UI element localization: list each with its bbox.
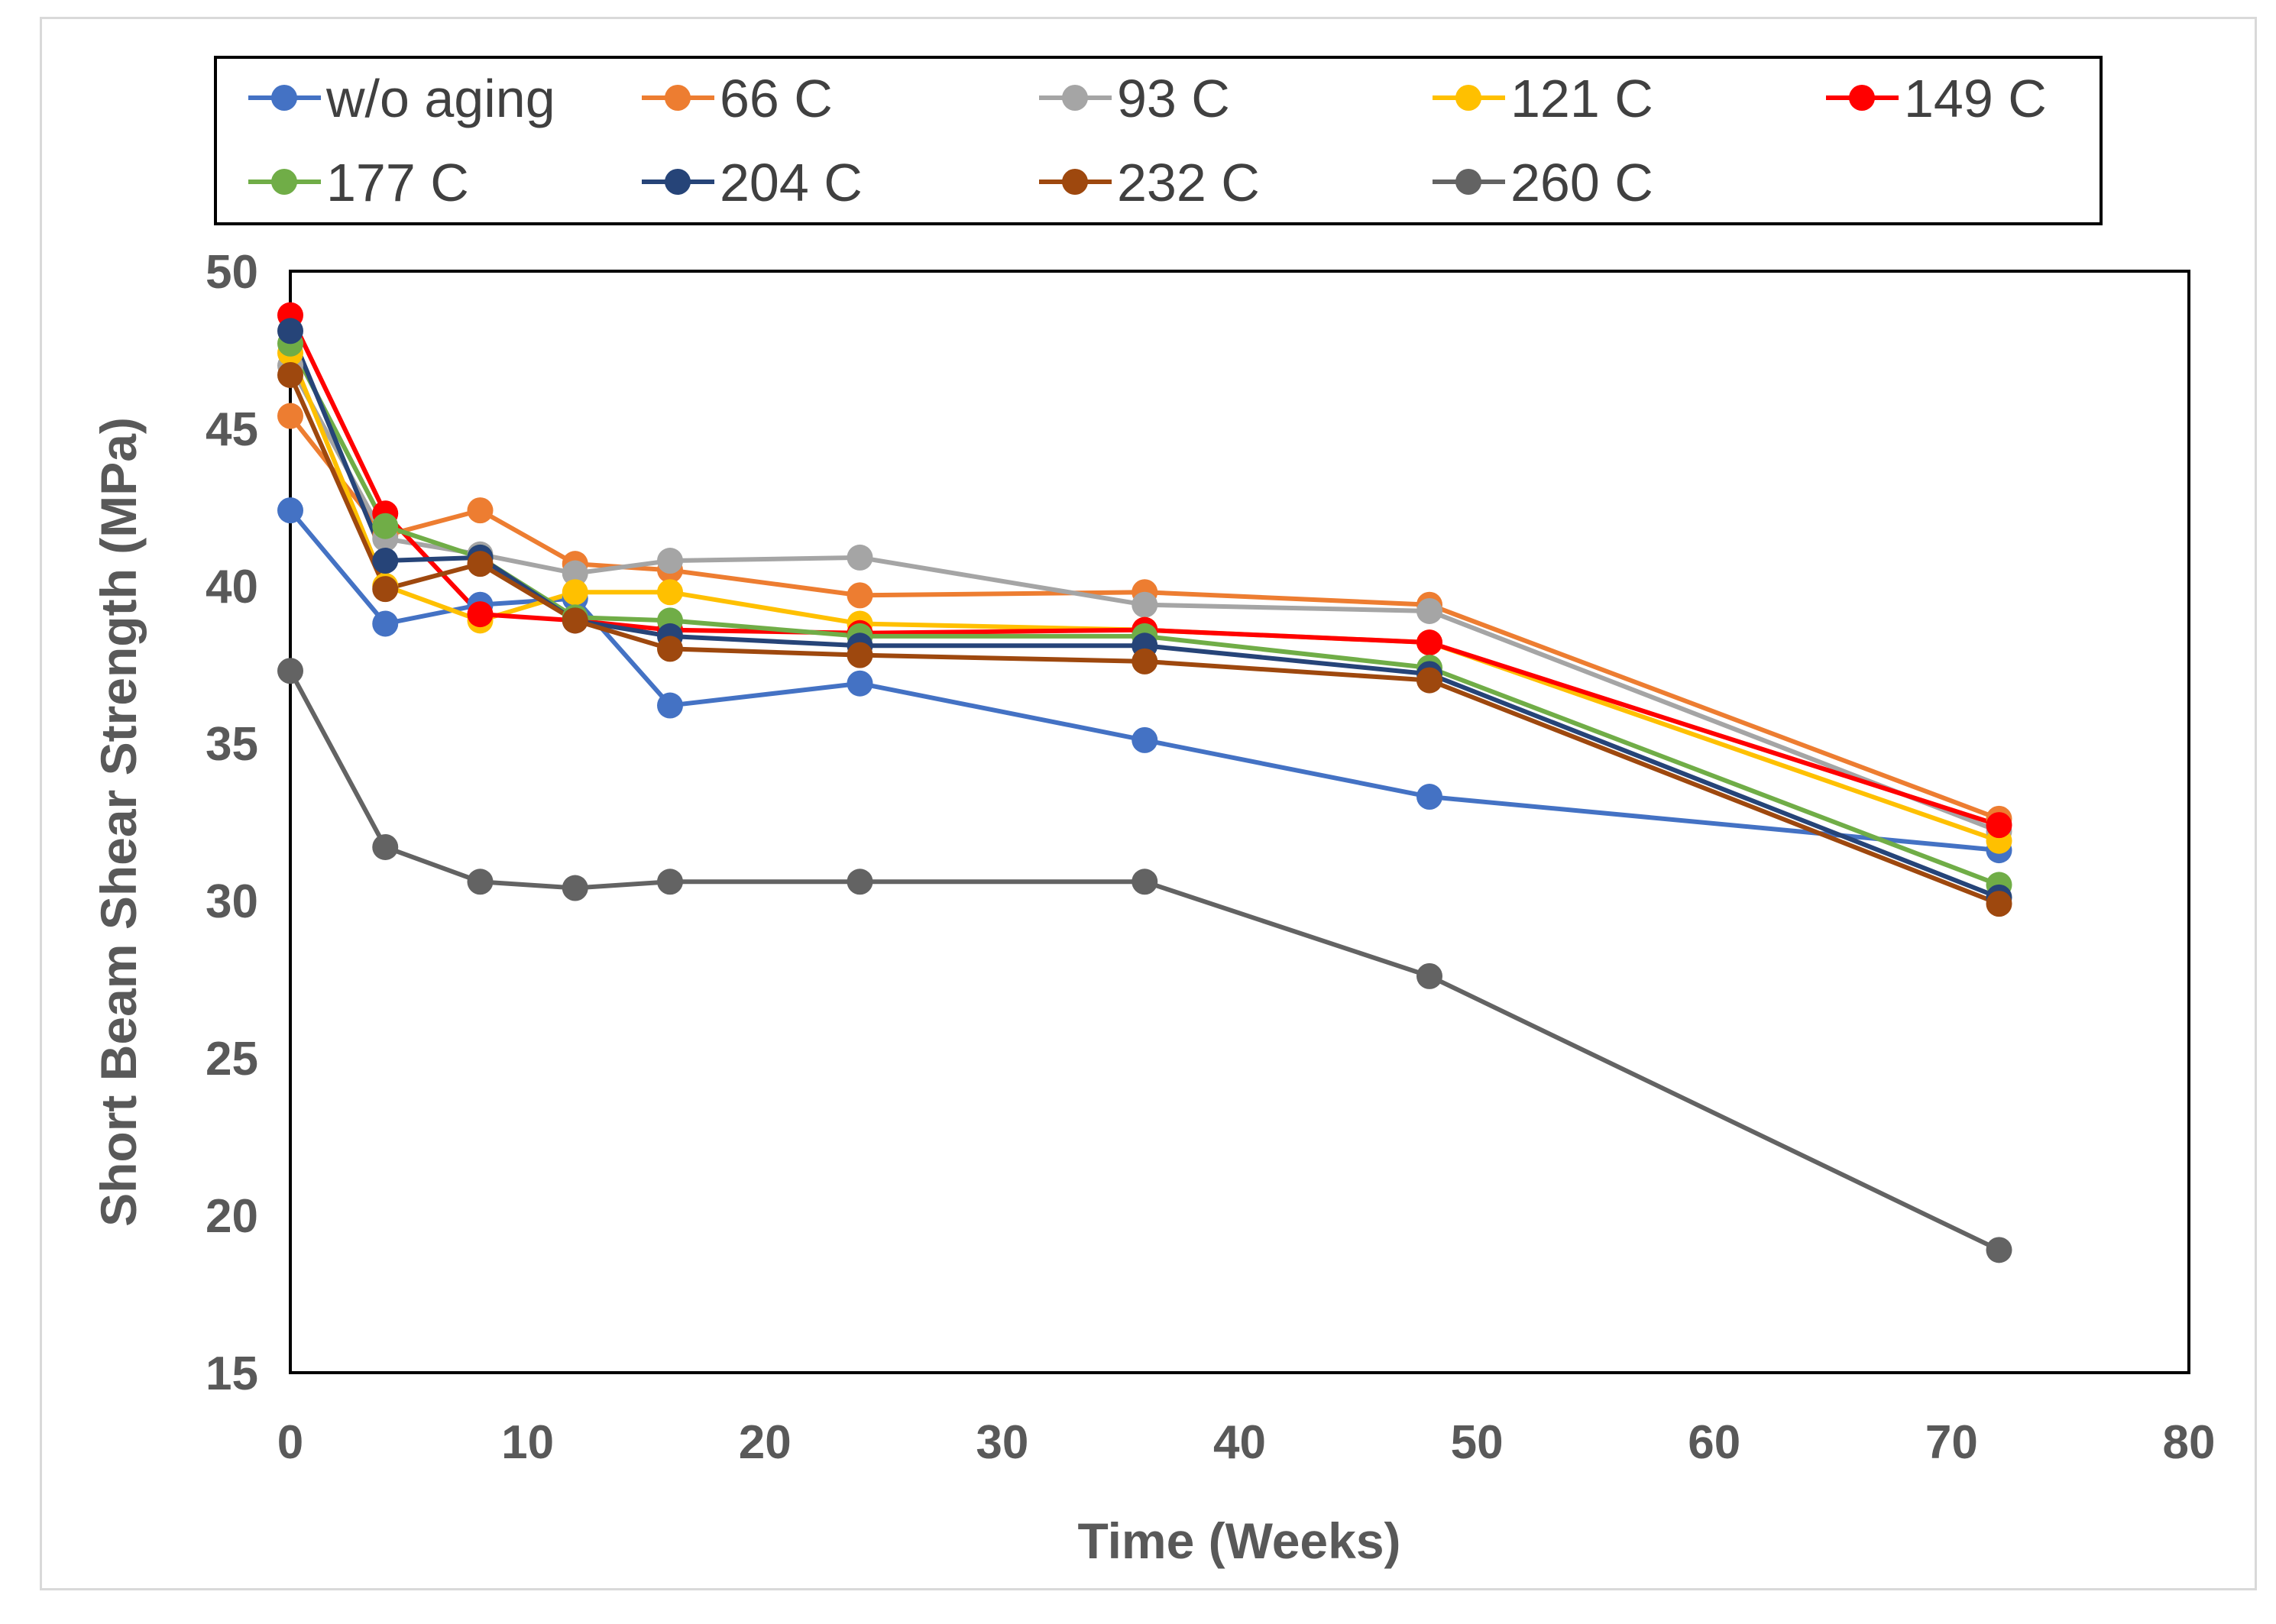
data-point-232-c (562, 607, 588, 634)
legend-label-66-c: 66 C (720, 69, 833, 128)
data-point-w-o-aging (847, 670, 873, 697)
x-tick-label: 80 (2163, 1416, 2216, 1469)
data-point-232-c (1416, 667, 1442, 694)
series-points (277, 302, 2012, 1263)
y-tick-label: 25 (206, 1033, 258, 1085)
data-point-66-c (467, 497, 494, 524)
y-tick-label: 50 (206, 246, 258, 299)
data-point-204-c (372, 548, 399, 574)
legend-label-204-c: 204 C (720, 153, 863, 212)
x-tick-label: 10 (501, 1416, 554, 1469)
x-tick-label: 50 (1451, 1416, 1504, 1469)
data-point-260-c (657, 869, 683, 895)
data-point-93-c (847, 544, 873, 571)
y-tick-label: 35 (206, 718, 258, 771)
x-tick-label: 60 (1688, 1416, 1740, 1469)
data-point-260-c (1416, 962, 1442, 989)
data-point-232-c (847, 642, 873, 668)
data-point-66-c (847, 582, 873, 609)
legend-marker-232-c (1062, 169, 1088, 195)
data-point-260-c (847, 869, 873, 895)
x-tick-label: 0 (277, 1416, 303, 1469)
data-point-232-c (1132, 648, 1158, 675)
data-point-260-c (372, 833, 399, 860)
data-point-204-c (277, 318, 303, 345)
data-point-260-c (1986, 1237, 2012, 1263)
legend-label-232-c: 232 C (1117, 153, 1260, 212)
legend-label-121-c: 121 C (1510, 69, 1653, 128)
x-tick-label: 40 (1213, 1416, 1266, 1469)
legend-label-149-c: 149 C (1904, 69, 2047, 128)
y-axis-ticks: 15 20 25 30 35 40 45 50 (206, 246, 258, 1400)
y-tick-label: 20 (206, 1190, 258, 1243)
data-point-w-o-aging (1132, 726, 1158, 753)
data-point-w-o-aging (277, 497, 303, 524)
plot-area (289, 270, 2190, 1374)
data-point-177-c (372, 513, 399, 539)
legend-label-w-o-aging: w/o aging (325, 69, 555, 128)
legend-marker-w-o-aging (271, 85, 297, 111)
data-point-232-c (372, 576, 399, 603)
y-tick-label: 45 (206, 403, 258, 456)
legend-label-93-c: 93 C (1117, 69, 1230, 128)
data-point-149-c (1416, 629, 1442, 656)
legend-box (214, 56, 2103, 225)
data-point-121-c (562, 579, 588, 606)
legend-label-177-c: 177 C (326, 153, 469, 212)
y-tick-label: 15 (206, 1347, 258, 1400)
legend-marker-66-c (665, 85, 691, 111)
data-point-93-c (657, 548, 683, 574)
legend-marker-260-c (1455, 169, 1481, 195)
data-point-232-c (657, 636, 683, 662)
data-point-121-c (657, 579, 683, 606)
y-tick-label: 30 (206, 875, 258, 928)
data-point-260-c (562, 875, 588, 901)
legend-marker-93-c (1062, 85, 1088, 111)
x-tick-label: 30 (976, 1416, 1028, 1469)
data-point-232-c (467, 551, 494, 577)
data-point-w-o-aging (372, 610, 399, 637)
data-point-93-c (1416, 597, 1442, 624)
x-tick-label: 20 (739, 1416, 792, 1469)
x-axis-ticks: 0 10 20 30 40 50 60 70 80 (277, 1416, 2216, 1469)
legend-label-260-c: 260 C (1510, 153, 1653, 212)
data-point-66-c (277, 403, 303, 429)
data-point-232-c (277, 361, 303, 388)
data-point-w-o-aging (1416, 784, 1442, 810)
data-point-149-c (1986, 812, 2012, 839)
y-tick-label: 40 (206, 561, 258, 613)
data-point-260-c (277, 658, 303, 684)
data-point-232-c (1986, 891, 2012, 917)
data-point-w-o-aging (657, 692, 683, 719)
data-point-260-c (467, 869, 494, 895)
x-tick-label: 70 (1925, 1416, 1978, 1469)
data-point-93-c (1132, 591, 1158, 618)
data-point-149-c (467, 601, 494, 628)
legend-marker-177-c (271, 169, 297, 195)
legend-marker-149-c (1849, 85, 1875, 111)
legend-marker-121-c (1455, 85, 1481, 111)
legend-marker-204-c (665, 169, 691, 195)
x-axis-title: Time (Weeks) (1077, 1512, 1400, 1569)
data-point-260-c (1132, 869, 1158, 895)
y-axis-title: Short Beam Shear Strength (MPa) (90, 417, 147, 1227)
legend: w/o aging 66 C 93 C 121 C 149 C 177 C 204 C 232… (248, 69, 2047, 212)
data-point-93-c (562, 560, 588, 587)
